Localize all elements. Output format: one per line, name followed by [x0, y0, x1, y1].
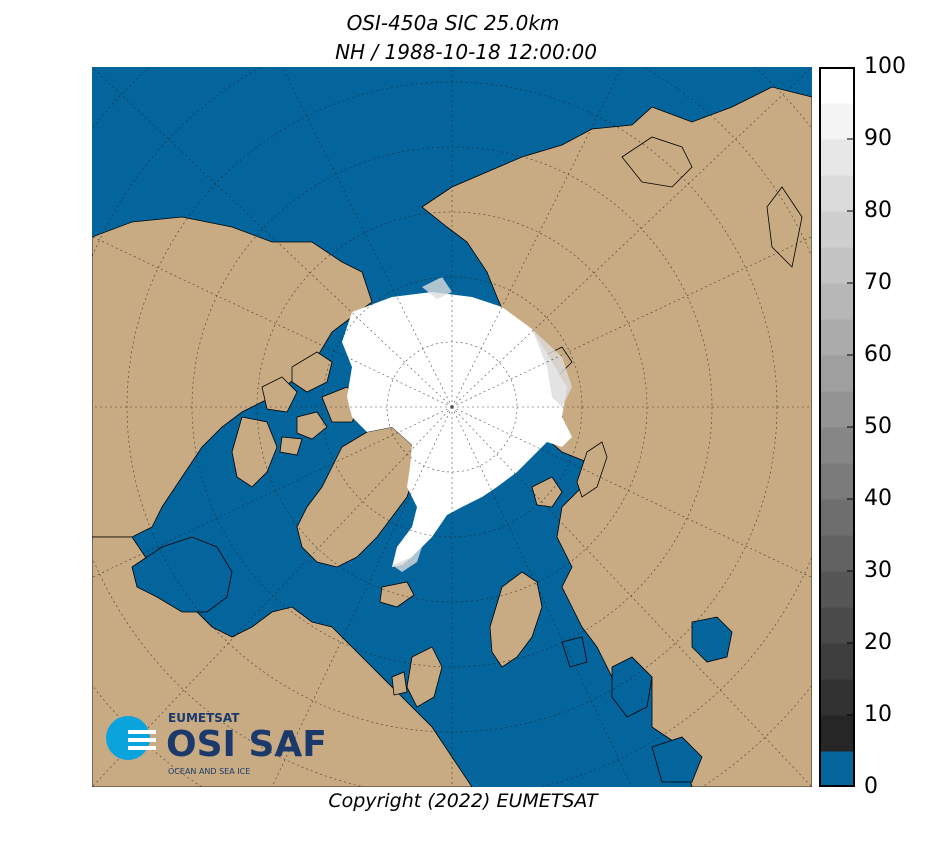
colorbar-tick-label: 60	[864, 342, 892, 367]
land	[92, 86, 812, 787]
colorbar-tick-label: 0	[864, 774, 878, 799]
inland-seas	[131, 536, 733, 783]
colorbar-bin	[819, 355, 855, 392]
colorbar-tick-label: 10	[864, 702, 892, 727]
chart-title: OSI-450a SIC 25.0km	[346, 11, 560, 35]
logo-brand: EUMETSAT	[168, 711, 240, 725]
colorbar-bin	[819, 499, 855, 536]
colorbar-bin	[819, 175, 855, 212]
copyright-text: Copyright (2022) EUMETSAT	[328, 790, 598, 812]
colorbar-bin	[819, 607, 855, 644]
logo-tagline: OCEAN AND SEA ICE	[168, 767, 250, 776]
colorbar-bin	[819, 571, 855, 608]
colorbar-bin	[819, 391, 855, 428]
colorbar-tick-label: 20	[864, 630, 892, 655]
chart-subtitle: NH / 1988-10-18 12:00:00	[335, 40, 597, 64]
sea-ice	[342, 292, 572, 567]
colorbar-bin	[819, 283, 855, 320]
colorbar-bin	[819, 103, 855, 140]
logo-name: OSI SAF	[166, 724, 327, 765]
colorbar-tick-label: 40	[864, 486, 892, 511]
colorbar-bin	[819, 139, 855, 176]
colorbar-bin	[819, 643, 855, 680]
colorbar-tick-label: 30	[864, 558, 892, 583]
colorbar-tick-label: 50	[864, 414, 892, 439]
graticule	[92, 67, 812, 787]
colorbar-tick-label: 90	[864, 126, 892, 151]
colorbar-bin	[819, 751, 855, 787]
colorbar-tick-label: 70	[864, 270, 892, 295]
colorbar-bin	[819, 319, 855, 356]
sea-ice-edge	[392, 277, 572, 572]
colorbar-bin	[819, 247, 855, 284]
colorbar-bin	[819, 715, 855, 752]
colorbar-bin	[819, 427, 855, 464]
colorbar-tick-label: 100	[864, 54, 906, 79]
colorbar-bin	[819, 679, 855, 716]
colorbar-bin	[819, 463, 855, 500]
colorbar	[819, 67, 855, 787]
colorbar-bin	[819, 67, 855, 104]
osisaf-logo: EUMETSAT OSI SAF OCEAN AND SEA ICE	[106, 711, 327, 776]
colorbar-tick-label: 80	[864, 198, 892, 223]
colorbar-bin	[819, 211, 855, 248]
colorbar-bin	[819, 535, 855, 572]
sea-ice-map: EUMETSAT OSI SAF OCEAN AND SEA ICE	[92, 67, 812, 787]
